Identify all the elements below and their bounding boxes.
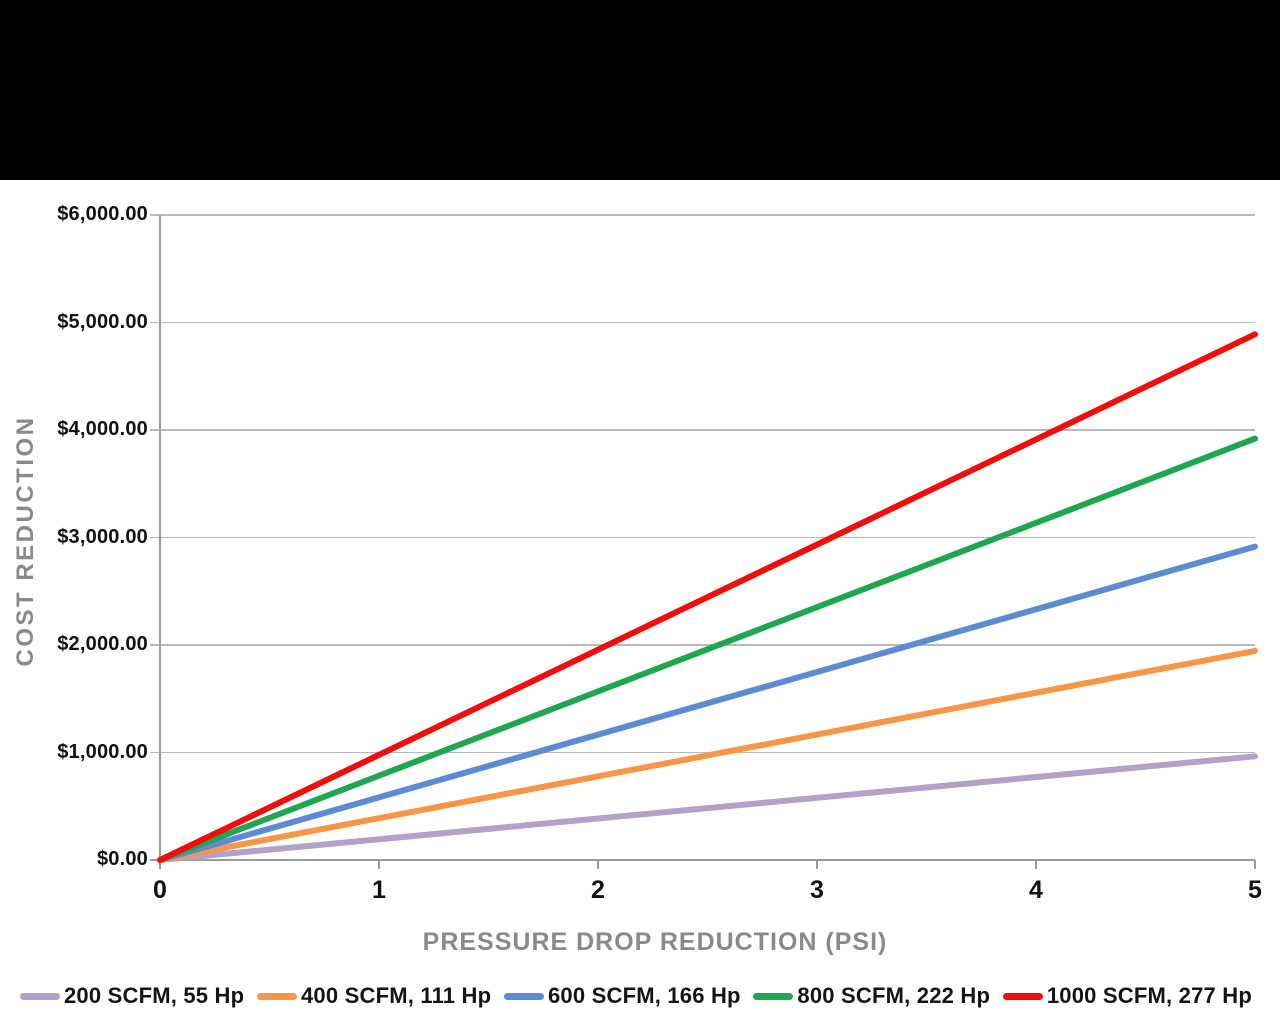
plot-area — [150, 214, 1258, 869]
legend-label: 600 SCFM, 166 Hp — [547, 983, 741, 1008]
y-tick-label: $0.00 — [96, 848, 148, 870]
y-tick-label: $2,000.00 — [57, 633, 148, 655]
legend-item: 800 SCFM, 222 Hp — [753, 983, 990, 1009]
legend-item: 400 SCFM, 111 Hp — [256, 983, 492, 1009]
x-axis-line — [150, 859, 1255, 861]
legend-swatch — [256, 992, 297, 1000]
legend-label: 400 SCFM, 111 Hp — [300, 983, 492, 1008]
x-tick-label: 1 — [372, 876, 386, 904]
legend-swatch — [1002, 992, 1043, 1000]
y-tick-label: $1,000.00 — [57, 740, 148, 763]
x-tick-label: 0 — [153, 876, 167, 904]
series-line-400-scfm — [157, 647, 1258, 863]
y-axis-line — [159, 215, 161, 869]
x-axis-title: PRESSURE DROP REDUCTION (PSI) — [422, 928, 888, 956]
x-tick — [1254, 860, 1256, 869]
legend-item: 1000 SCFM, 277 Hp — [1002, 983, 1252, 1009]
series-line-800-scfm — [157, 435, 1258, 863]
x-tick — [816, 860, 818, 869]
series-line-1000-scfm — [157, 331, 1258, 863]
legend-label: 200 SCFM, 55 Hp — [64, 983, 245, 1008]
y-gridline — [150, 536, 1255, 538]
y-tick-label: $3,000.00 — [57, 525, 148, 548]
x-tick-label: 5 — [1248, 876, 1262, 904]
series-line-600-scfm — [157, 543, 1258, 863]
y-gridline — [150, 321, 1255, 323]
legend-item: 200 SCFM, 55 Hp — [20, 983, 244, 1009]
y-gridline — [150, 644, 1255, 646]
legend-label: 1000 SCFM, 277 Hp — [1046, 983, 1252, 1008]
legend-swatch — [753, 992, 794, 1000]
y-gridline — [150, 214, 1255, 216]
x-tick-label: 3 — [810, 876, 824, 904]
top-black-band — [0, 0, 1280, 180]
legend-swatch — [503, 992, 544, 1000]
legend-swatch — [20, 992, 60, 1000]
y-gridline — [150, 751, 1255, 753]
series-lines — [157, 331, 1258, 863]
x-tick — [1035, 860, 1037, 869]
y-tick-label: $6,000.00 — [57, 203, 148, 225]
x-tick-label: 4 — [1029, 876, 1043, 904]
legend-item: 600 SCFM, 166 Hp — [503, 983, 741, 1009]
legend: 200 SCFM, 55 Hp 400 SCFM, 111 Hp 600 SCFM,… — [20, 980, 1252, 1012]
y-tick-label: $4,000.00 — [57, 418, 148, 440]
x-tick-label: 2 — [591, 876, 605, 904]
series-line-200-scfm — [157, 753, 1258, 863]
legend-label: 800 SCFM, 222 Hp — [797, 983, 991, 1008]
x-tick — [378, 860, 380, 869]
x-tick — [597, 860, 599, 869]
y-tick-label: $5,000.00 — [57, 310, 148, 333]
y-gridline — [150, 429, 1255, 431]
